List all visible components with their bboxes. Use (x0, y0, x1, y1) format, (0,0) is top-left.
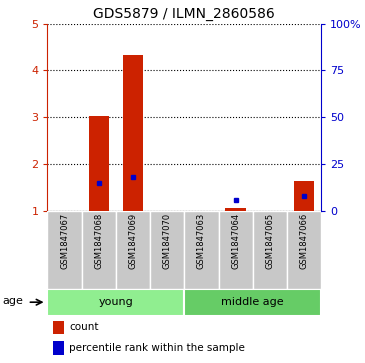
Bar (82, 211, 116, 289)
Bar (89, 116, 109, 211)
Title: GDS5879 / ILMN_2860586: GDS5879 / ILMN_2860586 (93, 7, 275, 21)
Bar (47, 289, 184, 316)
Text: age: age (3, 296, 23, 306)
Text: GSM1847068: GSM1847068 (94, 213, 103, 269)
Text: GSM1847070: GSM1847070 (163, 213, 172, 269)
Bar (53, 321, 64, 334)
Bar (219, 211, 253, 289)
Bar (150, 211, 184, 289)
Bar (47, 211, 82, 289)
Bar (287, 211, 321, 289)
Bar (53, 341, 64, 355)
Text: GSM1847069: GSM1847069 (128, 213, 138, 269)
Text: count: count (69, 322, 99, 332)
Bar (294, 181, 314, 211)
Bar (225, 208, 246, 211)
Bar (116, 211, 150, 289)
Text: young: young (99, 297, 133, 307)
Text: middle age: middle age (222, 297, 284, 307)
Text: GSM1847066: GSM1847066 (300, 213, 308, 269)
Text: GSM1847065: GSM1847065 (265, 213, 274, 269)
Bar (253, 211, 287, 289)
Text: percentile rank within the sample: percentile rank within the sample (69, 343, 245, 353)
Bar (184, 289, 321, 316)
Text: GSM1847067: GSM1847067 (60, 213, 69, 269)
Text: GSM1847064: GSM1847064 (231, 213, 240, 269)
Bar (123, 55, 143, 211)
Text: GSM1847063: GSM1847063 (197, 213, 206, 269)
Bar (184, 211, 219, 289)
